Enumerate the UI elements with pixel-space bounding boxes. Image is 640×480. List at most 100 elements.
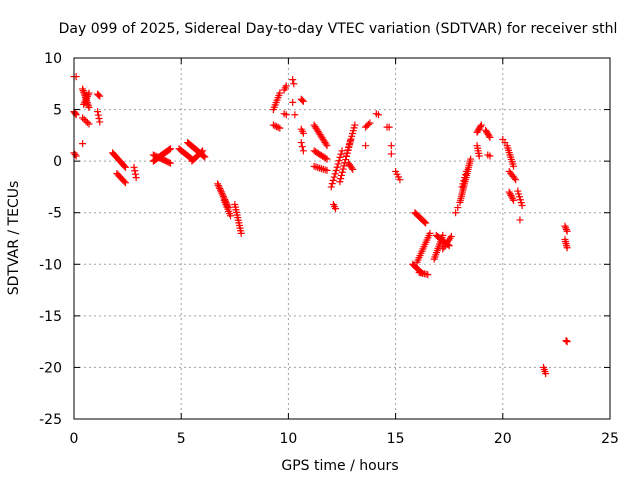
data-point bbox=[71, 150, 79, 158]
data-point bbox=[516, 216, 524, 224]
data-point bbox=[333, 163, 341, 171]
data-point bbox=[510, 174, 518, 182]
data-point bbox=[269, 121, 277, 129]
data-point bbox=[83, 94, 91, 102]
data-point bbox=[337, 175, 345, 183]
data-point bbox=[85, 89, 93, 97]
x-tick-label: 20 bbox=[494, 431, 512, 447]
data-point bbox=[362, 142, 370, 150]
data-point bbox=[237, 229, 245, 237]
data-point bbox=[467, 155, 475, 163]
data-point bbox=[454, 204, 462, 212]
data-point bbox=[83, 92, 91, 100]
data-point bbox=[297, 139, 305, 147]
data-point bbox=[385, 123, 393, 131]
y-tick-label: 5 bbox=[53, 103, 62, 119]
x-tick-label: 10 bbox=[279, 431, 297, 447]
data-point bbox=[329, 176, 337, 184]
data-point bbox=[214, 181, 222, 189]
data-point bbox=[130, 163, 138, 171]
data-point bbox=[459, 180, 467, 188]
data-point bbox=[518, 201, 526, 209]
data-point bbox=[452, 209, 460, 217]
data-point bbox=[165, 159, 173, 167]
data-point bbox=[338, 147, 346, 155]
x-tick-label: 0 bbox=[70, 431, 79, 447]
data-point bbox=[94, 111, 102, 119]
y-tick-label: -20 bbox=[39, 360, 62, 376]
data-point bbox=[477, 122, 485, 130]
data-point bbox=[274, 123, 282, 131]
data-point bbox=[336, 153, 344, 161]
data-point bbox=[271, 122, 279, 130]
data-point bbox=[510, 162, 518, 170]
data-point bbox=[95, 115, 103, 123]
data-point bbox=[339, 165, 347, 173]
data-point bbox=[396, 176, 404, 184]
data-point bbox=[338, 168, 346, 176]
x-tick-label: 5 bbox=[177, 431, 186, 447]
data-point bbox=[334, 160, 342, 168]
y-tick-label: -5 bbox=[48, 206, 62, 222]
data-point bbox=[542, 370, 550, 378]
data-point bbox=[349, 165, 357, 173]
data-point bbox=[563, 338, 571, 346]
data-point bbox=[322, 154, 330, 162]
data-point bbox=[508, 193, 516, 201]
data-point bbox=[82, 96, 90, 104]
data-point bbox=[562, 226, 570, 234]
data-point bbox=[323, 166, 331, 174]
data-point bbox=[486, 133, 494, 141]
data-point bbox=[387, 150, 395, 158]
data-point bbox=[290, 80, 298, 88]
data-point bbox=[512, 176, 520, 184]
data-point bbox=[197, 148, 205, 156]
data-point bbox=[282, 82, 290, 90]
data-point bbox=[336, 178, 344, 186]
data-point bbox=[335, 157, 343, 165]
data-point bbox=[422, 219, 430, 227]
data-point bbox=[166, 145, 174, 153]
data-point bbox=[507, 191, 515, 199]
data-point bbox=[85, 120, 93, 128]
data-point bbox=[289, 76, 297, 84]
data-point bbox=[214, 180, 222, 188]
data-point bbox=[121, 179, 129, 187]
data-point bbox=[562, 224, 570, 232]
data-point bbox=[96, 118, 104, 126]
data-point bbox=[298, 96, 306, 104]
y-tick-label: 10 bbox=[44, 51, 62, 67]
data-point bbox=[563, 227, 571, 235]
y-tick-label: -10 bbox=[39, 257, 62, 273]
x-tick-label: 15 bbox=[387, 431, 405, 447]
data-point bbox=[94, 108, 102, 116]
data-point bbox=[82, 117, 90, 125]
data-points bbox=[70, 73, 571, 378]
data-point bbox=[80, 115, 88, 123]
data-point bbox=[81, 97, 89, 105]
data-point bbox=[332, 205, 340, 213]
data-point bbox=[219, 192, 227, 200]
data-point bbox=[299, 129, 307, 137]
data-point bbox=[282, 111, 290, 119]
y-tick-label: -25 bbox=[39, 412, 62, 428]
data-point bbox=[342, 156, 350, 164]
data-point bbox=[200, 152, 208, 160]
y-tick-label: -15 bbox=[39, 309, 62, 325]
data-point bbox=[337, 150, 345, 158]
data-point bbox=[276, 89, 284, 97]
data-point bbox=[462, 167, 470, 175]
data-point bbox=[340, 162, 348, 170]
data-point bbox=[299, 147, 307, 155]
data-point bbox=[460, 177, 468, 185]
data-point bbox=[461, 171, 469, 179]
grid-lines bbox=[74, 58, 610, 419]
data-point bbox=[331, 170, 339, 178]
plot-frame bbox=[73, 57, 611, 420]
data-point bbox=[458, 183, 466, 191]
data-point bbox=[510, 196, 518, 204]
data-point bbox=[421, 218, 429, 226]
data-point bbox=[366, 119, 374, 127]
data-point bbox=[289, 98, 297, 106]
